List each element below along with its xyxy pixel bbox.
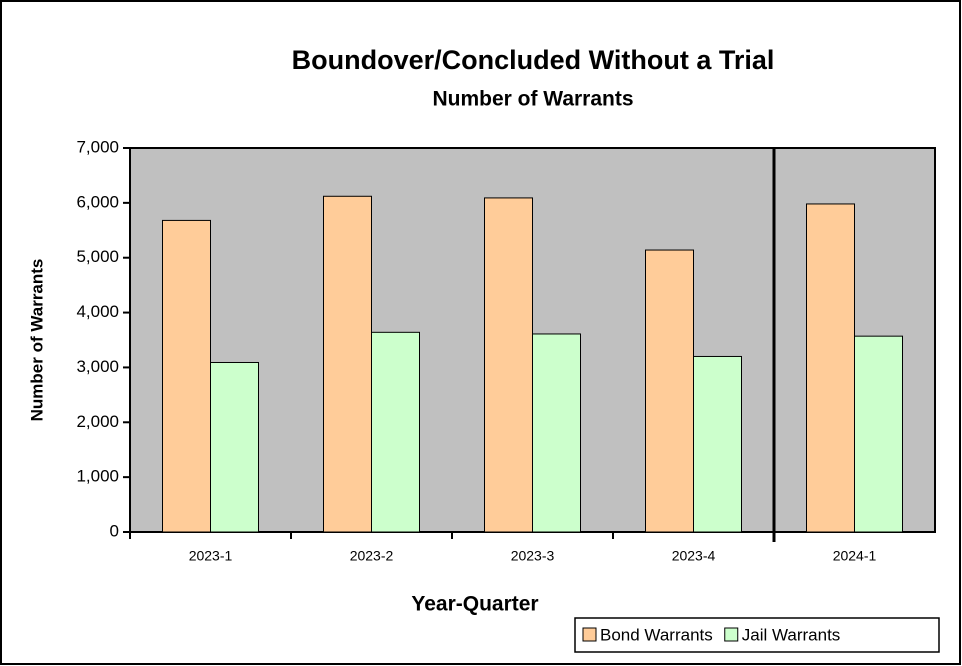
y-tick-label: 0 <box>110 521 119 540</box>
legend-swatch <box>582 627 597 642</box>
legend-label: Jail Warrants <box>742 625 841 644</box>
bar <box>854 335 903 533</box>
x-tick-label: 2024-1 <box>833 548 877 564</box>
bar <box>371 331 420 533</box>
y-tick-label: 4,000 <box>76 302 119 321</box>
y-axis-label: Number of Warrants <box>27 259 46 422</box>
bar <box>645 249 694 533</box>
bar <box>693 355 742 533</box>
legend-box <box>574 617 940 653</box>
legend-label: Bond Warrants <box>600 625 713 644</box>
x-axis-label: Year-Quarter <box>411 593 538 616</box>
y-tick-label: 2,000 <box>76 412 119 431</box>
bar <box>532 333 581 533</box>
bar <box>162 219 211 533</box>
x-tick-label: 2023-3 <box>511 548 555 564</box>
y-tick-label: 5,000 <box>76 247 119 266</box>
x-tick-label: 2023-2 <box>350 548 394 564</box>
bar <box>323 195 372 533</box>
chart-title: Boundover/Concluded Without a Trial <box>292 45 775 75</box>
x-tick-label: 2023-4 <box>672 548 716 564</box>
y-tick-label: 1,000 <box>76 467 119 486</box>
y-tick-label: 7,000 <box>76 137 119 156</box>
bar <box>210 361 259 533</box>
bar <box>484 197 533 533</box>
y-tick-label: 6,000 <box>76 192 119 211</box>
chart-subtitle: Number of Warrants <box>432 88 633 111</box>
legend-swatch <box>724 627 739 642</box>
y-tick-label: 3,000 <box>76 357 119 376</box>
x-tick-label: 2023-1 <box>189 548 233 564</box>
bar <box>806 203 855 533</box>
